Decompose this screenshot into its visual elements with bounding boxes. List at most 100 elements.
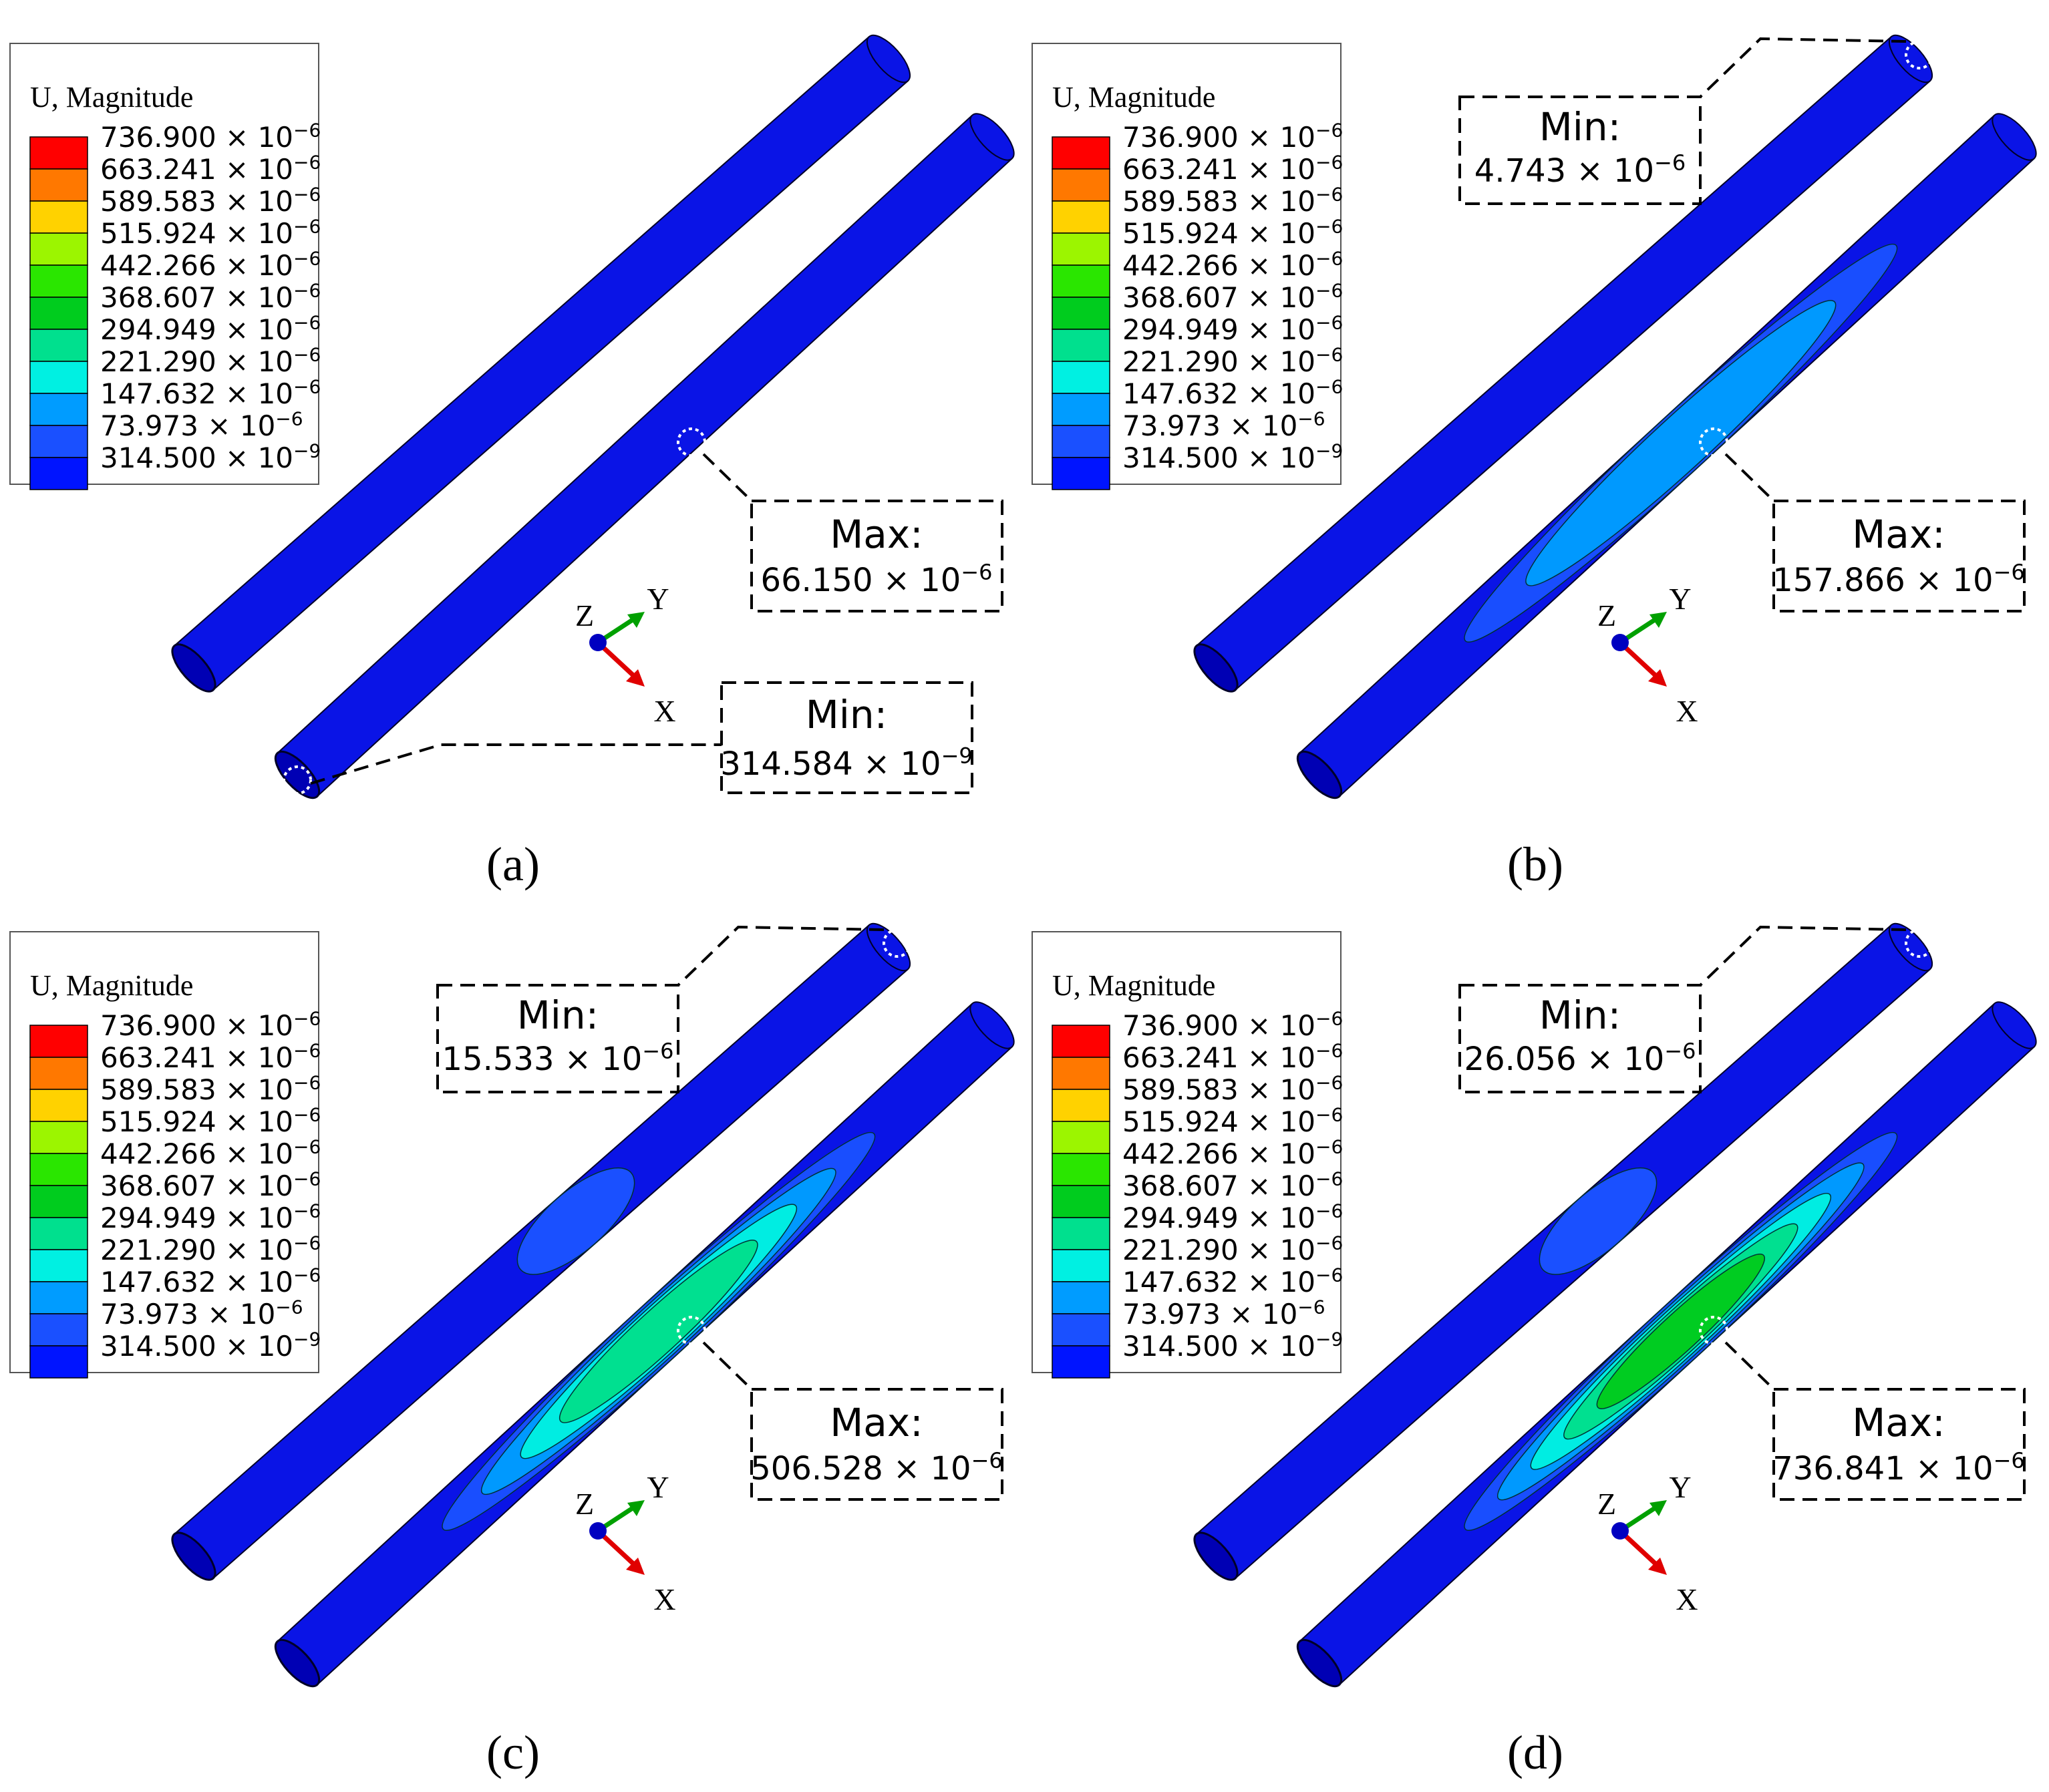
legend-label-6-exponent: −6 (1315, 312, 1343, 334)
legend-label-1: 663.241 × 10−6 (1122, 1040, 1343, 1074)
pipe-rear-band (516, 1167, 635, 1275)
triad-z-label: Z (1597, 598, 1616, 633)
legend-label-6-exponent: −6 (293, 1200, 321, 1222)
legend-label-2-exponent: −6 (293, 1072, 321, 1094)
legend-label-10: 314.500 × 10−9 (1122, 1328, 1343, 1363)
legend-swatch-0 (29, 136, 88, 170)
legend-swatch-7 (29, 1249, 88, 1282)
legend-swatch-4 (1052, 1153, 1110, 1186)
max-callout-box (1772, 1388, 2026, 1501)
pipe-rear-end-far (866, 922, 911, 972)
max-leader (1724, 1341, 1775, 1391)
legend-label-3-mantissa: 515.924 × 10 (100, 1105, 293, 1138)
legend-label-0-mantissa: 736.900 × 10 (100, 121, 293, 154)
legend-swatch-0 (1052, 1025, 1110, 1058)
legend-label-1-mantissa: 663.241 × 10 (1122, 1041, 1315, 1074)
pipe-front-end-far (969, 113, 1015, 161)
max-value-mantissa: 506.528 × 10 (750, 1450, 971, 1487)
legend-label-2: 589.583 × 10−6 (100, 1072, 321, 1106)
legend-label-1-exponent: −6 (293, 1040, 321, 1062)
legend-label-0: 736.900 × 10−6 (1122, 1008, 1343, 1042)
min-value: 26.056 × 10−6 (1464, 1038, 1696, 1078)
pipe-front-band-4 (559, 1240, 758, 1423)
legend-label-0-mantissa: 736.900 × 10 (1122, 1009, 1315, 1042)
legend-label-5-mantissa: 368.607 × 10 (1122, 1170, 1315, 1202)
min-label: Min: (1539, 104, 1621, 150)
max-label: Max: (1852, 512, 1945, 557)
legend-swatch-6 (29, 329, 88, 362)
legend-label-1-exponent: −6 (1315, 152, 1343, 174)
legend-label-9: 73.973 × 10−6 (1122, 1296, 1325, 1330)
legend-label-5: 368.607 × 10−6 (100, 280, 321, 314)
legend-swatch-2 (1052, 200, 1110, 234)
legend-label-5: 368.607 × 10−6 (100, 1168, 321, 1202)
max-value-exponent: −6 (961, 559, 992, 584)
pipe-front-band-5 (1596, 1253, 1766, 1409)
pipe-front-end-near (1296, 750, 1343, 799)
legend-label-7-exponent: −6 (1315, 1232, 1343, 1254)
legend-label-0: 736.900 × 10−6 (100, 1008, 321, 1042)
legend-label-8-mantissa: 147.632 × 10 (100, 1266, 293, 1298)
legend-label-7-mantissa: 221.290 × 10 (100, 345, 293, 378)
legend-swatch-0 (29, 1025, 88, 1058)
triad-z-label: Z (575, 598, 594, 633)
pipe-rear-body (1196, 36, 1931, 691)
legend-label-9-exponent: −6 (275, 1296, 303, 1318)
max-value-mantissa: 157.866 × 10 (1772, 562, 1993, 599)
legend-label-10: 314.500 × 10−9 (1122, 440, 1343, 474)
legend-label-9-mantissa: 73.973 × 10 (1122, 409, 1297, 442)
legend-label-9: 73.973 × 10−6 (1122, 408, 1325, 442)
legend-label-8-exponent: −6 (293, 1264, 321, 1286)
legend-label-3: 515.924 × 10−6 (1122, 1104, 1343, 1138)
legend-label-7: 221.290 × 10−6 (100, 1232, 321, 1266)
triad-y-label: Y (647, 582, 669, 616)
legend-label-4-exponent: −6 (293, 248, 321, 270)
legend-swatch-5 (29, 1185, 88, 1218)
legend-swatch-7 (1052, 361, 1110, 394)
max-value: 506.528 × 10−6 (750, 1447, 1002, 1487)
pipe-front-edge-top (277, 114, 973, 754)
legend-label-7-mantissa: 221.290 × 10 (100, 1234, 293, 1266)
max-value-exponent: −6 (971, 1447, 1003, 1473)
max-value-exponent: −6 (1994, 1447, 2025, 1473)
legend-label-9-mantissa: 73.973 × 10 (100, 1298, 275, 1330)
max-label: Max: (830, 512, 923, 557)
max-leader (1724, 453, 1775, 502)
triad-x-label: X (653, 1582, 675, 1616)
legend-label-6-exponent: −6 (1315, 1200, 1343, 1222)
legend-label-2-mantissa: 589.583 × 10 (1122, 185, 1315, 218)
min-value: 15.533 × 10−6 (442, 1038, 674, 1078)
pipe-rear-end-near (171, 643, 216, 693)
legend-swatch-3 (1052, 1121, 1110, 1154)
legend-label-9-exponent: −6 (275, 408, 303, 430)
triad-y-label: Y (1669, 1470, 1691, 1504)
min-value-mantissa: 26.056 × 10 (1464, 1041, 1665, 1078)
legend-label-3-exponent: −6 (1315, 1104, 1343, 1126)
legend-label-9-mantissa: 73.973 × 10 (100, 409, 275, 442)
min-label: Min: (1539, 993, 1621, 1038)
max-value: 157.866 × 10−6 (1772, 559, 2024, 599)
legend-title: U, Magnitude (30, 81, 193, 114)
legend-swatch-8 (29, 393, 88, 426)
legend-label-0-mantissa: 736.900 × 10 (100, 1009, 293, 1042)
legend-swatch-1 (1052, 1057, 1110, 1090)
pipe-rear (1193, 34, 1933, 693)
legend-swatch-4 (29, 264, 88, 298)
legend-label-9: 73.973 × 10−6 (100, 408, 303, 442)
triad-x-label: X (1676, 694, 1698, 728)
pipe-front-band-2 (1525, 300, 1837, 586)
min-value-mantissa: 4.743 × 10 (1474, 152, 1654, 190)
legend-label-7: 221.290 × 10−6 (100, 344, 321, 378)
legend-label-2-mantissa: 589.583 × 10 (100, 1073, 293, 1106)
pipe-front (274, 1001, 1015, 1688)
legend-label-2-exponent: −6 (1315, 1072, 1343, 1094)
triad-x-arrow (1648, 669, 1667, 687)
pipe-front-edge-bottom (317, 158, 1013, 797)
legend-label-6-mantissa: 294.949 × 10 (100, 313, 293, 346)
legend-swatch-2 (29, 1089, 88, 1122)
legend-label-8-mantissa: 147.632 × 10 (1122, 377, 1315, 410)
legend-label-2: 589.583 × 10−6 (100, 184, 321, 218)
pipe-rear-edge-bottom (1235, 80, 1931, 691)
